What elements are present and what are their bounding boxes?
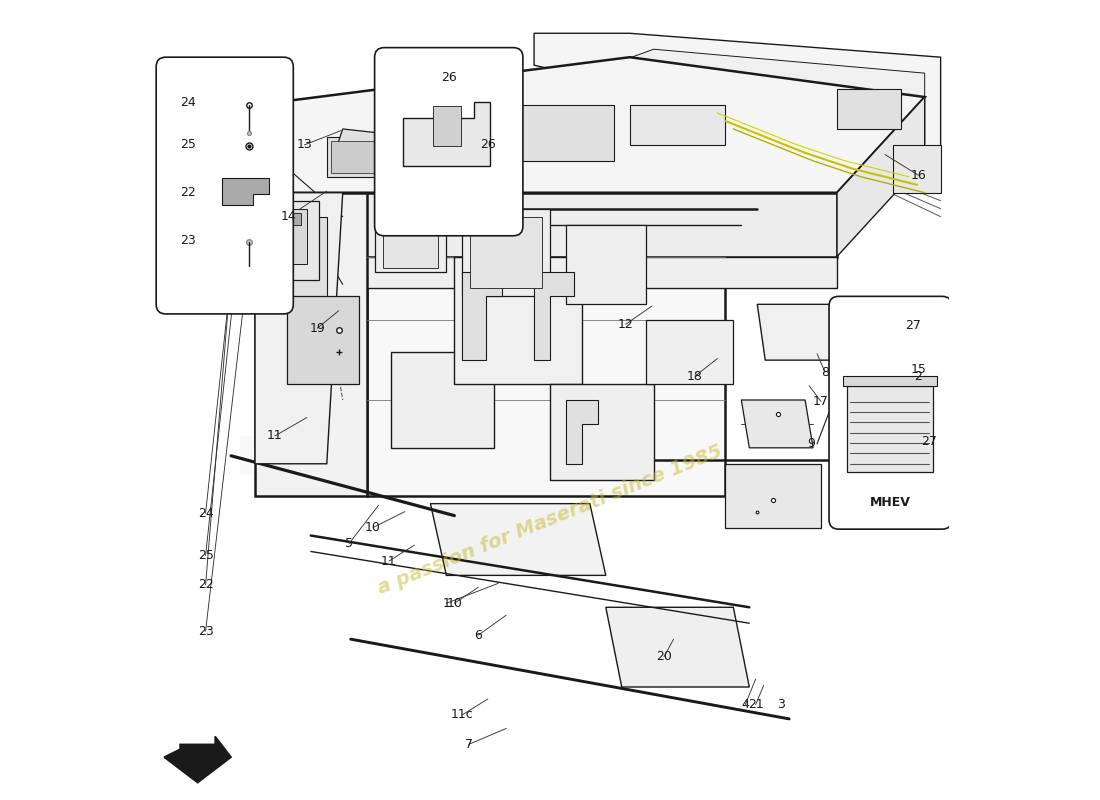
Polygon shape [565,50,925,169]
Polygon shape [279,213,301,225]
Polygon shape [255,57,925,193]
Polygon shape [646,320,734,384]
Polygon shape [462,209,550,296]
Text: 6: 6 [474,629,482,642]
Polygon shape [893,145,940,193]
Polygon shape [535,34,940,161]
Text: 10: 10 [447,597,462,610]
Polygon shape [255,193,837,257]
Text: 8: 8 [821,366,829,378]
Polygon shape [454,257,582,384]
Polygon shape [275,209,307,265]
Polygon shape [375,193,447,273]
Polygon shape [334,129,415,161]
Text: 16: 16 [911,169,926,182]
Polygon shape [843,376,937,386]
Text: 13: 13 [297,138,312,151]
Text: 17: 17 [813,395,829,408]
Polygon shape [407,121,494,169]
Text: euro
motive: euro motive [234,342,515,490]
Polygon shape [535,273,574,360]
Polygon shape [366,193,725,496]
Polygon shape [837,89,901,129]
FancyBboxPatch shape [156,57,294,314]
Polygon shape [725,464,821,527]
Polygon shape [471,217,542,288]
Text: 20: 20 [656,650,672,663]
Polygon shape [331,141,386,173]
Polygon shape [550,384,653,480]
Text: 9: 9 [807,438,815,450]
Text: a passion for Maserati since 1985: a passion for Maserati since 1985 [375,442,725,598]
Polygon shape [287,296,359,384]
Polygon shape [255,257,837,288]
Text: MHEV: MHEV [870,495,911,509]
Text: 4: 4 [741,698,749,711]
Text: 26: 26 [441,70,456,84]
Polygon shape [410,125,491,165]
Polygon shape [390,352,494,448]
Polygon shape [606,607,749,687]
Text: 25: 25 [198,549,213,562]
Text: 2: 2 [914,370,922,382]
Polygon shape [327,137,390,177]
Polygon shape [263,201,319,281]
Text: 12: 12 [618,318,634,330]
Polygon shape [255,193,343,464]
Polygon shape [430,504,606,575]
Polygon shape [403,102,491,166]
Text: 15: 15 [911,363,926,376]
Text: 22: 22 [198,578,213,591]
Polygon shape [847,386,933,472]
Text: 27: 27 [905,319,921,332]
Text: 26: 26 [480,138,496,151]
Text: 18: 18 [688,370,703,382]
Text: 1: 1 [442,597,450,610]
Polygon shape [383,205,439,269]
Text: 3: 3 [778,698,785,711]
Polygon shape [565,400,597,464]
FancyBboxPatch shape [375,48,522,236]
Polygon shape [462,273,503,360]
Polygon shape [271,217,327,304]
Polygon shape [255,193,366,496]
Text: 5: 5 [345,537,353,550]
Text: 14: 14 [280,210,296,223]
Text: 7: 7 [464,738,473,751]
Polygon shape [565,225,646,304]
Text: 27: 27 [921,435,936,448]
Text: 11: 11 [381,554,397,567]
Polygon shape [503,105,614,161]
Text: 11c: 11c [451,709,474,722]
Polygon shape [432,106,461,146]
Polygon shape [741,400,813,448]
Text: 23: 23 [180,234,196,247]
FancyBboxPatch shape [829,296,952,529]
Text: 21: 21 [748,698,763,711]
Text: 10: 10 [365,521,381,534]
Text: 24: 24 [198,506,213,520]
Text: 23: 23 [198,625,213,638]
Text: 24: 24 [180,96,196,109]
Text: 25: 25 [180,138,196,151]
Polygon shape [629,105,725,145]
Polygon shape [837,97,925,257]
Text: 11: 11 [267,430,283,442]
Text: 22: 22 [180,186,196,199]
Polygon shape [221,178,270,206]
Polygon shape [757,304,893,360]
Polygon shape [164,737,231,782]
Text: 19: 19 [309,322,326,334]
